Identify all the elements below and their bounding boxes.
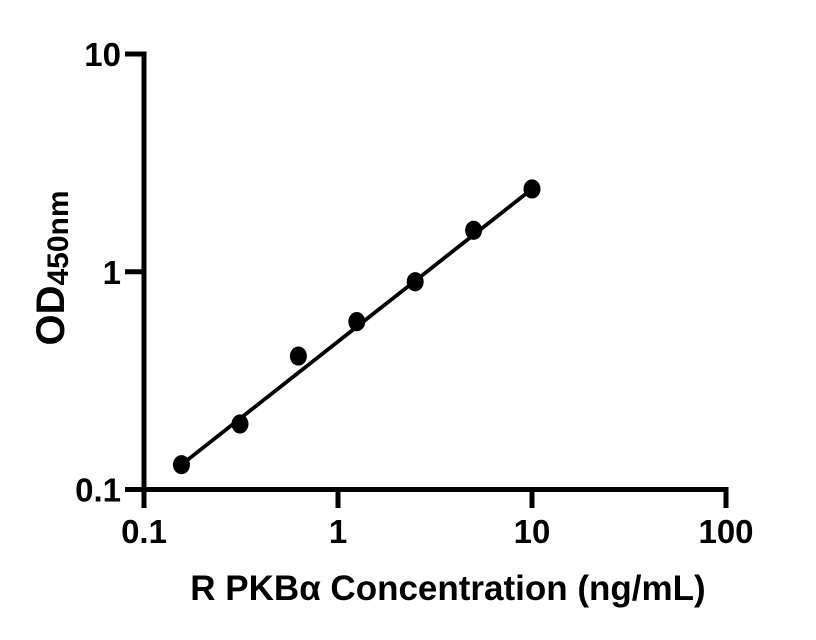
x-tick-label: 10 bbox=[514, 513, 551, 550]
data-point bbox=[289, 346, 307, 366]
data-point bbox=[172, 455, 190, 475]
y-tick-label: 0.1 bbox=[75, 472, 121, 509]
data-point bbox=[523, 179, 541, 199]
y-tick-label: 10 bbox=[84, 36, 121, 73]
y-axis-title-subscript: 450nm bbox=[42, 190, 75, 285]
data-point bbox=[465, 220, 483, 240]
data-point bbox=[348, 312, 366, 332]
y-axis-ticks: 0.1 1 10 bbox=[75, 36, 144, 509]
y-tick-label: 1 bbox=[103, 254, 121, 291]
x-tick-label: 0.1 bbox=[121, 513, 167, 550]
data-series bbox=[172, 179, 541, 475]
data-point bbox=[231, 414, 249, 434]
y-axis-title-main: OD bbox=[29, 286, 73, 346]
x-axis-title: R PKBα Concentration (ng/mL) bbox=[190, 569, 705, 608]
y-axis-title: OD450nm bbox=[29, 190, 75, 345]
x-axis-ticks: 0.1 1 10 100 bbox=[121, 489, 754, 550]
x-tick-label: 100 bbox=[698, 513, 753, 550]
x-tick-label: 1 bbox=[329, 513, 347, 550]
data-point bbox=[406, 272, 424, 292]
